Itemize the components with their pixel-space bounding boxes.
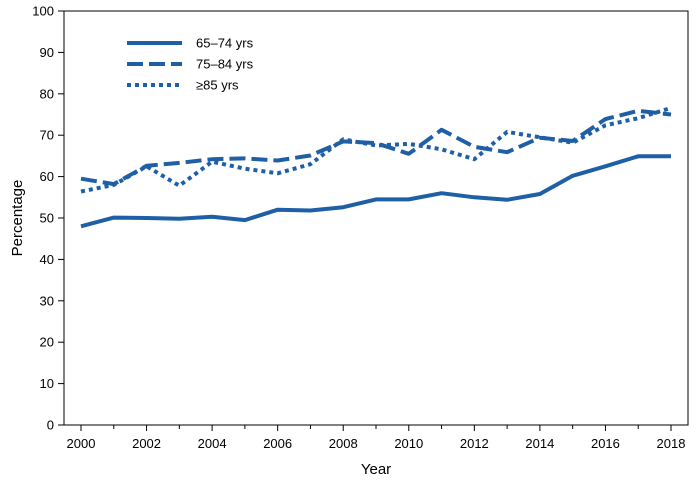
x-axis: 2000 2002 2004 2006 2008 2010 2012 2014 2016 2018 [67,425,686,451]
legend-label: ≥85 yrs [196,78,239,93]
y-tick-label: 90 [40,45,54,60]
y-tick-label: 30 [40,293,54,308]
legend: 65–74 yrs 75–84 yrs ≥85 yrs [127,36,254,93]
series-line [80,105,672,194]
legend-item: ≥85 yrs [127,78,239,93]
x-tick-label: 2014 [525,436,554,451]
legend-label: 65–74 yrs [196,36,254,51]
y-axis-title: Percentage [9,180,26,257]
x-tick-label: 2006 [263,436,292,451]
y-tick-label: 10 [40,376,54,391]
x-tick-label: 2002 [132,436,161,451]
legend-item: 75–84 yrs [127,57,254,72]
series-line [80,108,672,187]
legend-label: 75–84 yrs [196,57,254,72]
x-axis-title: Year [361,461,391,478]
x-tick-label: 2000 [67,436,96,451]
y-tick-label: 50 [40,211,54,226]
series-line [80,154,671,229]
x-tick-label: 2008 [329,436,358,451]
x-tick-label: 2012 [460,436,489,451]
y-tick-label: 0 [47,418,54,433]
x-tick-label: 2018 [657,436,686,451]
y-axis: 0 10 20 30 40 50 60 70 80 90 100 [32,4,64,433]
x-tick-label: 2004 [198,436,227,451]
y-tick-label: 20 [40,335,54,350]
y-tick-label: 80 [40,86,54,101]
series-layer [80,105,672,229]
x-tick-label: 2010 [394,436,423,451]
legend-item: 65–74 yrs [127,36,254,51]
y-tick-label: 70 [40,128,54,143]
y-tick-label: 40 [40,252,54,267]
series-0 [80,154,672,229]
x-tick-label: 2016 [591,436,620,451]
series-2 [80,105,672,194]
y-tick-label: 100 [32,4,54,19]
y-tick-label: 60 [40,169,54,184]
